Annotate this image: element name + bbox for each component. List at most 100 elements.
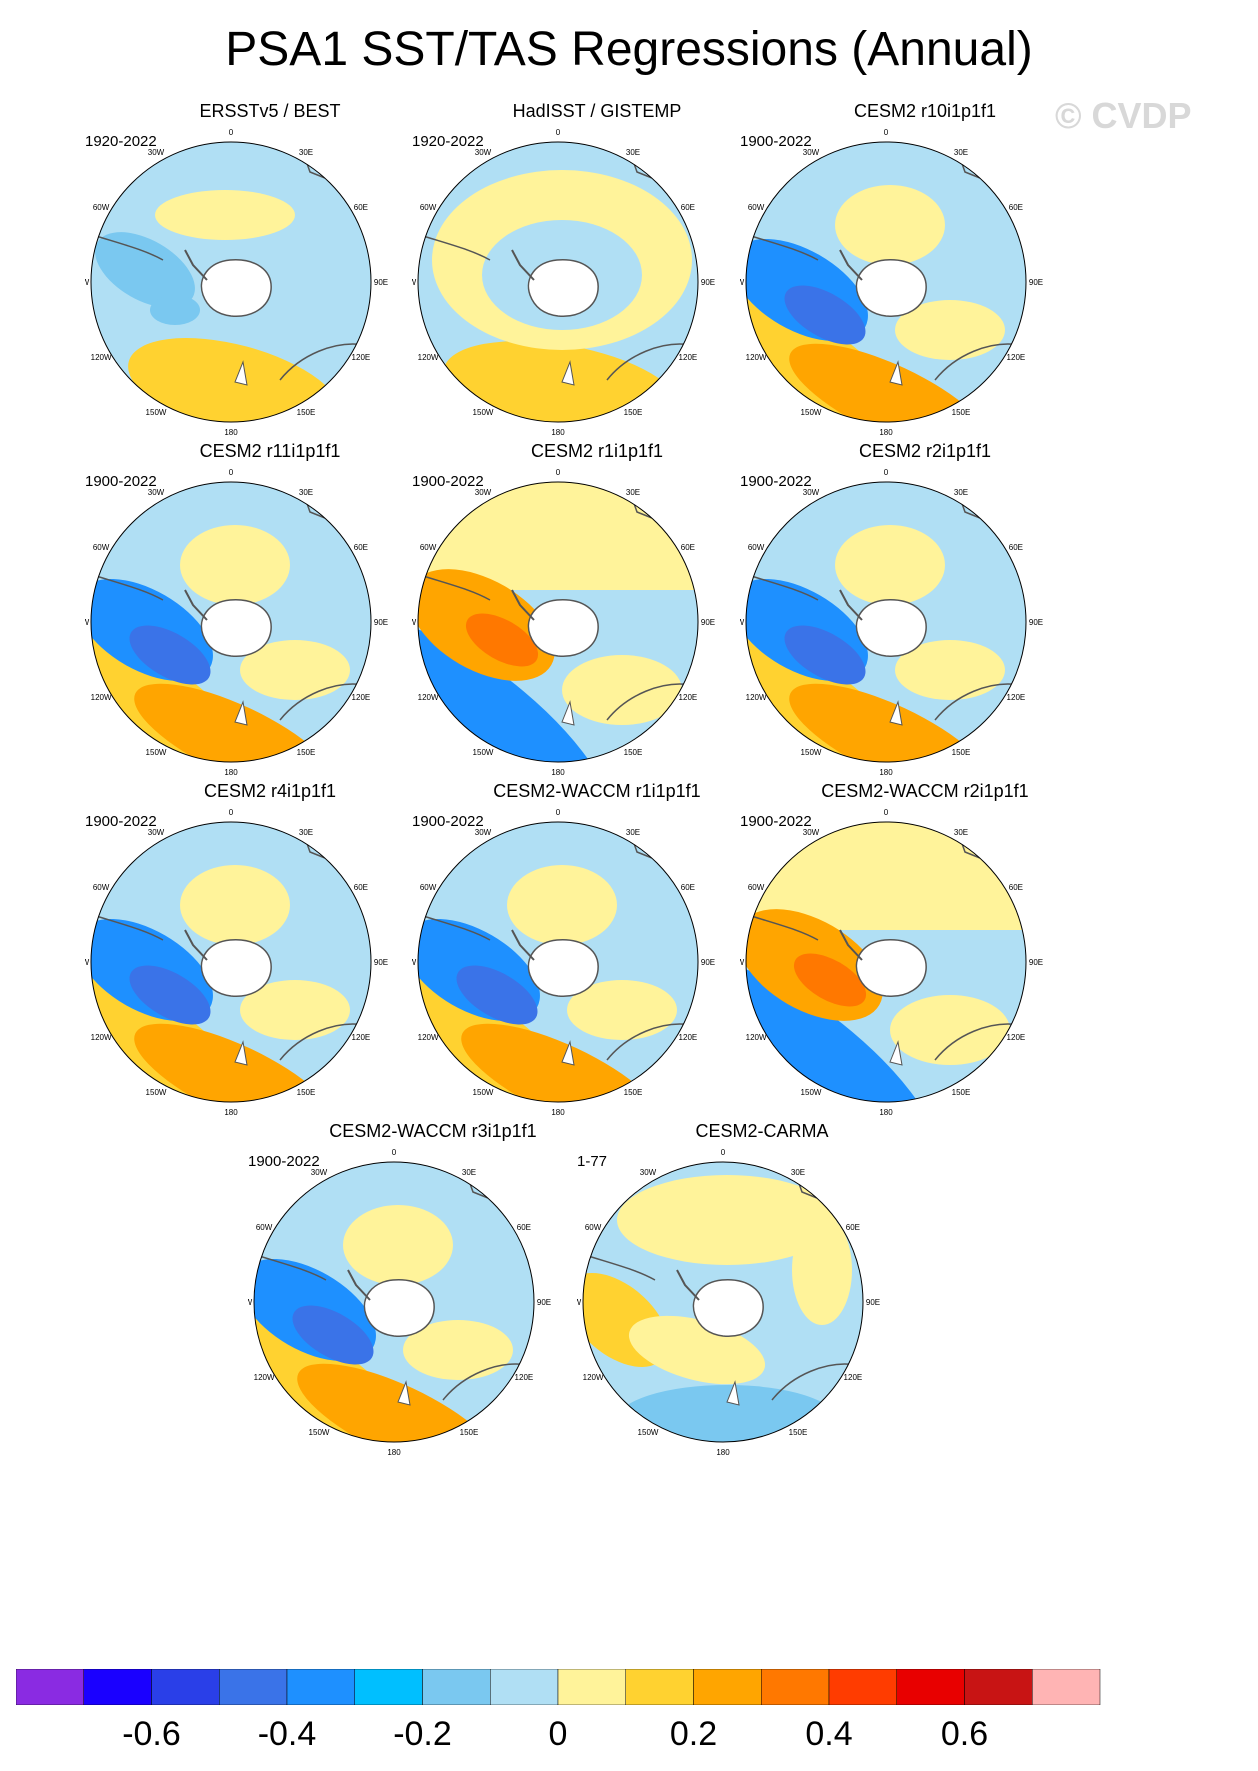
- longitude-label: 60W: [93, 883, 110, 892]
- longitude-label: 120E: [1007, 693, 1026, 702]
- longitude-label: 30E: [954, 148, 968, 157]
- polar-map: 0 30E 60E 90E 120E 150E 180 150W 120W 90W 60W 30W: [412, 128, 715, 437]
- longitude-label: 60E: [354, 203, 368, 212]
- map-panel: 0 30E 60E 90E 120E 150E 180 150W 120W 90W 60W 30W CE…: [248, 1120, 588, 1465]
- longitude-label: 150W: [801, 408, 822, 417]
- longitude-label: 120E: [1007, 1033, 1026, 1042]
- longitude-label: 120W: [418, 353, 439, 362]
- map-panel: 0 30E 60E 90E 120E 150E 180 150W 120W 90W 60W 30W CE…: [577, 1120, 917, 1465]
- longitude-label: 120E: [679, 693, 698, 702]
- antarctica-outline: [527, 599, 599, 657]
- longitude-label: 60E: [681, 543, 695, 552]
- map-boundary: [417, 481, 699, 763]
- longitude-label: 180: [551, 1108, 565, 1117]
- panel-title: CESM2-WACCM r1i1p1f1: [493, 781, 701, 801]
- colorbar-label: -0.2: [393, 1715, 452, 1753]
- longitude-label: 90W: [248, 1298, 253, 1307]
- longitude-label: 60E: [1009, 203, 1023, 212]
- longitude-label: 60E: [354, 543, 368, 552]
- longitude-label: 60W: [93, 543, 110, 552]
- longitude-label: 150E: [460, 1428, 479, 1437]
- map-panel: 0 30E 60E 90E 120E 150E 180 150W 120W 90W 60W 30W CE…: [740, 440, 1080, 785]
- longitude-label: 90E: [537, 1298, 551, 1307]
- longitude-label: 30W: [475, 828, 492, 837]
- colorbar-swatch: [1032, 1669, 1101, 1705]
- longitude-label: 120W: [91, 1033, 112, 1042]
- longitude-label: 120E: [844, 1373, 863, 1382]
- antarctica-outline: [527, 939, 599, 997]
- longitude-label: 30W: [475, 488, 492, 497]
- polar-map: 0 30E 60E 90E 120E 150E 180 150W 120W 90W 60W 30W: [412, 468, 715, 777]
- longitude-label: 180: [224, 1108, 238, 1117]
- longitude-label: 90W: [577, 1298, 582, 1307]
- longitude-label: 180: [551, 428, 565, 437]
- longitude-label: 0: [392, 1148, 397, 1157]
- longitude-label: 120W: [418, 1033, 439, 1042]
- longitude-label: 120W: [746, 693, 767, 702]
- panel-period: 1900-2022: [248, 1153, 320, 1170]
- antarctica-outline: [200, 939, 272, 997]
- panel-title: CESM2 r2i1p1f1: [858, 441, 992, 461]
- panel-period: 1920-2022: [85, 133, 157, 150]
- longitude-label: 30W: [148, 488, 165, 497]
- longitude-label: 180: [716, 1448, 730, 1457]
- longitude-label: 120E: [352, 693, 371, 702]
- longitude-label: 60E: [681, 203, 695, 212]
- colorbar-swatch: [83, 1669, 152, 1705]
- colorbar-swatch: [490, 1669, 559, 1705]
- longitude-label: 120W: [583, 1373, 604, 1382]
- colorbar-swatch: [219, 1669, 288, 1705]
- longitude-label: 150W: [473, 748, 494, 757]
- longitude-label: 150E: [952, 1088, 971, 1097]
- polar-map: 0 30E 60E 90E 120E 150E 180 150W 120W 90W 60W 30W: [740, 808, 1043, 1117]
- colorbar-swatch: [896, 1669, 965, 1705]
- map-boundary: [582, 1161, 864, 1443]
- colorbar-swatch: [151, 1669, 220, 1705]
- colorbar: [16, 1669, 1101, 1705]
- longitude-label: 60W: [256, 1223, 273, 1232]
- panel-title: CESM2 r4i1p1f1: [203, 781, 337, 801]
- longitude-label: 30E: [954, 488, 968, 497]
- panel-period: 1900-2022: [740, 473, 812, 490]
- longitude-label: 30W: [475, 148, 492, 157]
- longitude-label: 60E: [354, 883, 368, 892]
- longitude-label: 30E: [626, 488, 640, 497]
- longitude-label: 90W: [85, 958, 90, 967]
- longitude-label: 0: [884, 808, 889, 817]
- longitude-label: 120W: [746, 353, 767, 362]
- longitude-label: 0: [556, 808, 561, 817]
- map-boundary: [90, 481, 372, 763]
- longitude-label: 60W: [93, 203, 110, 212]
- longitude-label: 150W: [638, 1428, 659, 1437]
- map-boundary: [745, 481, 1027, 763]
- longitude-label: 30W: [311, 1168, 328, 1177]
- longitude-label: 90E: [1029, 278, 1043, 287]
- longitude-label: 150E: [624, 1088, 643, 1097]
- map-boundary: [417, 141, 699, 423]
- longitude-label: 180: [551, 768, 565, 777]
- polar-map: 0 30E 60E 90E 120E 150E 180 150W 120W 90W 60W 30W: [577, 1148, 880, 1457]
- longitude-label: 120E: [1007, 353, 1026, 362]
- longitude-label: 60W: [420, 883, 437, 892]
- colorbar-swatch: [828, 1669, 897, 1705]
- longitude-label: 60E: [846, 1223, 860, 1232]
- panel-title: ERSSTv5 / BEST: [199, 101, 341, 121]
- map-panel: 0 30E 60E 90E 120E 150E 180 150W 120W 90W 60W 30W CE…: [740, 100, 1080, 445]
- longitude-label: 0: [884, 128, 889, 137]
- antarctica-outline: [855, 939, 927, 997]
- longitude-label: 90W: [412, 278, 417, 287]
- longitude-label: 30E: [791, 1168, 805, 1177]
- longitude-label: 180: [879, 428, 893, 437]
- longitude-label: 120E: [352, 1033, 371, 1042]
- longitude-label: 150E: [624, 748, 643, 757]
- longitude-label: 30E: [299, 148, 313, 157]
- longitude-label: 120W: [254, 1373, 275, 1382]
- longitude-label: 30E: [626, 148, 640, 157]
- colorbar-swatch: [422, 1669, 491, 1705]
- colorbar-label: 0.2: [669, 1715, 718, 1753]
- map-boundary: [90, 141, 372, 423]
- longitude-label: 90E: [374, 618, 388, 627]
- map-boundary: [745, 821, 1027, 1103]
- longitude-label: 150E: [297, 1088, 316, 1097]
- antarctica-outline: [527, 259, 599, 317]
